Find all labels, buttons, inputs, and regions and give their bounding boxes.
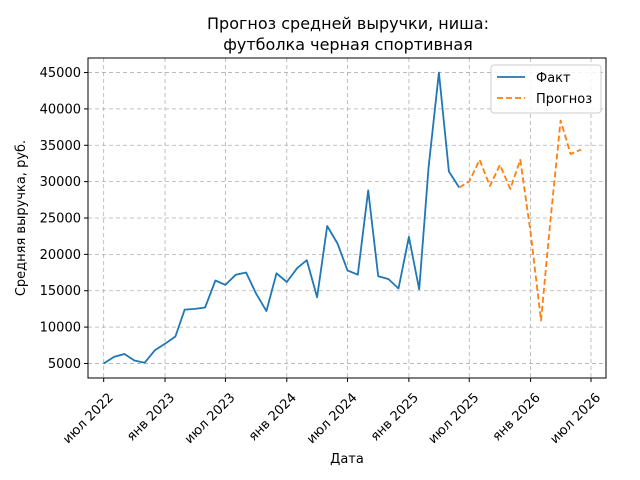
chart-title: Прогноз средней выручки, ниша: футболка …	[207, 14, 489, 54]
y-tick-label: 25000	[40, 212, 81, 227]
legend-label: Факт	[536, 71, 571, 86]
series-line-forecast	[458, 119, 582, 322]
x-tick-label: янв 2025	[368, 390, 422, 444]
x-tick-label: июл 2025	[426, 390, 483, 447]
series-layer	[103, 71, 582, 365]
x-tick-label: янв 2024	[246, 390, 300, 444]
chart-title-line-2: футболка черная спортивная	[223, 35, 473, 54]
y-tick-label: 20000	[40, 248, 81, 263]
y-tick-label: 15000	[40, 284, 81, 299]
y-axis-ticks: 5000 10000 15000 20000 25000 30000 35000 40000 4…	[40, 66, 88, 372]
y-tick-label: 35000	[40, 139, 81, 154]
x-tick-label: янв 2026	[490, 390, 544, 444]
x-tick-label: июл 2022	[60, 390, 117, 447]
x-tick-label: июл 2023	[182, 390, 239, 447]
y-tick-label: 40000	[40, 102, 81, 117]
x-axis-ticks: июл 2022 янв 2023 июл 2023 янв 2024 июл 2024…	[60, 378, 604, 447]
y-tick-label: 45000	[40, 66, 81, 81]
x-tick-label: июл 2026	[548, 390, 605, 447]
y-axis-label: Средняя выручка, руб.	[14, 140, 29, 296]
legend: Факт Прогноз	[490, 64, 602, 114]
y-tick-label: 5000	[48, 357, 81, 372]
x-tick-label: янв 2023	[124, 390, 178, 444]
x-tick-label: июл 2024	[304, 390, 361, 447]
y-tick-label: 30000	[40, 175, 81, 190]
legend-label: Прогноз	[536, 92, 592, 107]
series-line-fact	[103, 71, 460, 365]
chart-title-line-1: Прогноз средней выручки, ниша:	[207, 14, 489, 33]
grid-lines	[88, 58, 606, 378]
x-axis-label: Дата	[330, 452, 364, 467]
y-tick-label: 10000	[40, 321, 81, 336]
